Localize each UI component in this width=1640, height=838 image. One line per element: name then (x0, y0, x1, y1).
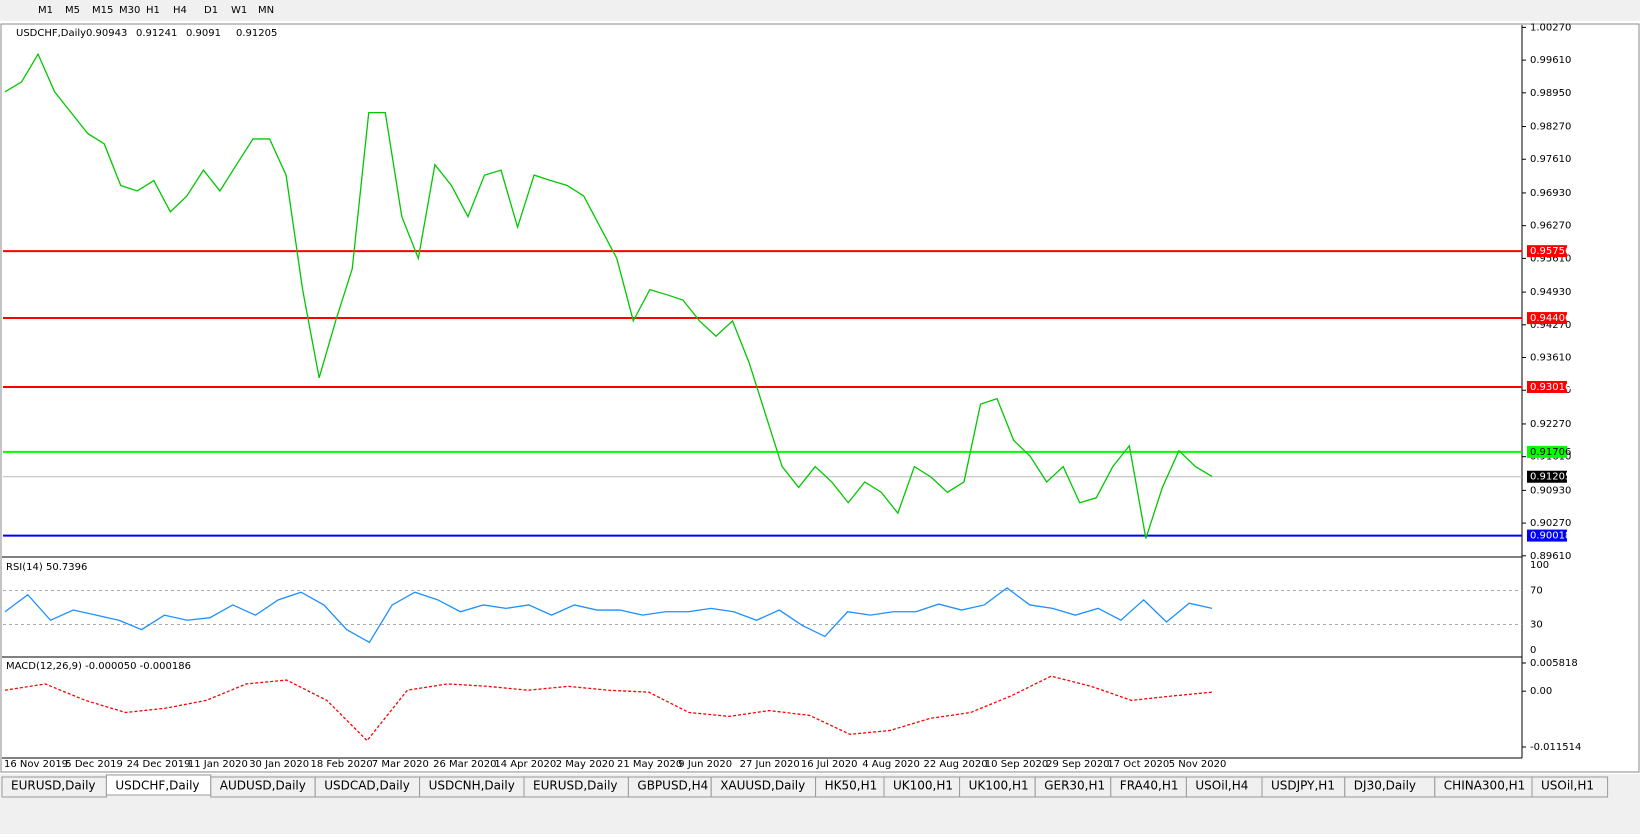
date-label: 29 Sep 2020 (1046, 759, 1109, 770)
level-label: 0.90018 (1530, 531, 1571, 542)
level-label: 0.91706 (1530, 447, 1571, 458)
price-tick-label: 0.93610 (1530, 353, 1571, 364)
tab-label[interactable]: DJ30,Daily (1354, 779, 1416, 793)
date-label: 26 Mar 2020 (433, 759, 496, 770)
tab-label[interactable]: USOil,H4 (1195, 779, 1248, 793)
timeframe-button[interactable]: H1 (146, 5, 160, 16)
price-tick-label: 0.96930 (1530, 188, 1571, 199)
timeframe-button[interactable]: M1 (38, 5, 53, 16)
date-label: 18 Feb 2020 (311, 759, 373, 770)
level-label-bg (1527, 529, 1567, 542)
date-label: 7 Mar 2020 (372, 759, 429, 770)
date-label: 17 Oct 2020 (1107, 759, 1169, 770)
date-label: 14 Apr 2020 (494, 759, 556, 770)
date-label: 10 Sep 2020 (985, 759, 1048, 770)
rsi-tick-label: 0 (1530, 645, 1536, 656)
date-label: 22 Aug 2020 (924, 759, 988, 770)
rsi-tick-label: 70 (1530, 586, 1543, 597)
tab-label[interactable]: UK100,H1 (893, 779, 953, 793)
date-label: 27 Jun 2020 (740, 759, 800, 770)
macd-tick-label: 0.005818 (1530, 658, 1578, 669)
tab-label[interactable]: USOil,H1 (1541, 779, 1594, 793)
rsi-tick-label: 100 (1530, 560, 1549, 571)
price-tick-label: 0.94270 (1530, 320, 1571, 331)
price-tick-label: 0.97610 (1530, 154, 1571, 165)
tab-label[interactable]: USDCNH,Daily (429, 779, 515, 793)
chart-title: USDCHF,Daily (16, 28, 86, 39)
level-label-bg (1527, 380, 1567, 393)
date-label: 21 May 2020 (617, 759, 682, 770)
timeframe-button[interactable]: W1 (231, 5, 247, 16)
timeframe-button[interactable]: H4 (173, 5, 187, 16)
macd-signal-line (4, 675, 1213, 742)
tab-label[interactable]: USDCAD,Daily (324, 779, 410, 793)
level-label: 0.93016 (1530, 382, 1571, 393)
rsi-tick-label: 30 (1530, 620, 1543, 631)
price-line (4, 52, 1213, 539)
price-tick-label: 1.00270 (1530, 22, 1571, 33)
tab-label[interactable]: GBPUSD,H4 (637, 779, 708, 793)
rsi-line (4, 587, 1213, 644)
timeframe-button[interactable]: M15 (92, 5, 113, 16)
tab-label[interactable]: USDJPY,H1 (1271, 779, 1335, 793)
price-tick-label: 0.96270 (1530, 221, 1571, 232)
date-label: 9 Jun 2020 (678, 759, 732, 770)
level-label-bg (1527, 312, 1567, 325)
tab-label[interactable]: XAUUSD,Daily (720, 779, 805, 793)
date-label: 24 Dec 2019 (127, 759, 191, 770)
level-label-bg (1527, 445, 1567, 458)
ohlc-value: 0.9091 (186, 28, 221, 39)
date-label: 11 Jan 2020 (188, 759, 248, 770)
tab-label[interactable]: FRA40,H1 (1120, 779, 1179, 793)
date-label: 30 Jan 2020 (249, 759, 309, 770)
timeframe-button[interactable]: M5 (65, 5, 80, 16)
macd-tick-label: -0.011514 (1530, 742, 1581, 753)
price-tick-label: 0.90270 (1530, 518, 1571, 529)
tab-label[interactable]: AUDUSD,Daily (220, 779, 306, 793)
rsi-value: 50.7396 (46, 562, 87, 573)
level-label: 0.95756 (1530, 246, 1571, 257)
price-tick-label: 0.90930 (1530, 485, 1571, 496)
date-label: 5 Nov 2020 (1169, 759, 1227, 770)
timeframe-button[interactable]: MN (258, 5, 274, 16)
tab[interactable] (1531, 776, 1609, 798)
price-tick-label: 0.95610 (1530, 253, 1571, 264)
level-label-bg (1527, 245, 1567, 258)
level-label: 0.94406 (1530, 313, 1571, 324)
date-label: 16 Nov 2019 (4, 759, 68, 770)
date-label: 4 Aug 2020 (862, 759, 920, 770)
ohlc-value: 0.91241 (136, 28, 177, 39)
tab-label[interactable]: GER30,H1 (1044, 779, 1105, 793)
date-label: 5 Dec 2019 (65, 759, 123, 770)
timeframe-button[interactable]: D1 (204, 5, 218, 16)
tab-label[interactable]: HK50,H1 (825, 779, 878, 793)
price-tick-label: 0.99610 (1530, 55, 1571, 66)
macd-title: MACD(12,26,9) -0.000050 -0.000186 (6, 661, 191, 672)
tab-label[interactable]: UK100,H1 (969, 779, 1029, 793)
tab-label[interactable]: USDCHF,Daily (115, 779, 199, 793)
tab-label[interactable]: EURUSD,Daily (11, 779, 96, 793)
rsi-title: RSI(14) (6, 562, 43, 573)
date-label: 2 May 2020 (556, 759, 615, 770)
tab-label[interactable]: CHINA300,H1 (1444, 779, 1526, 793)
current-price-bg (1527, 470, 1567, 483)
price-tick-label: 0.98270 (1530, 122, 1571, 133)
tab-label[interactable]: EURUSD,Daily (533, 779, 618, 793)
toolbar (0, 0, 1640, 21)
ohlc-value: 0.91205 (236, 28, 277, 39)
date-label: 16 Jul 2020 (801, 759, 858, 770)
ohlc-value: 0.90943 (86, 28, 127, 39)
price-tick-label: 0.89610 (1530, 551, 1571, 562)
current-price-label: 0.91205 (1530, 472, 1571, 483)
price-tick-label: 0.94930 (1530, 287, 1571, 298)
chart-window (0, 23, 1640, 773)
price-tick-label: 0.98950 (1530, 88, 1571, 99)
timeframe-button[interactable]: M30 (119, 5, 140, 16)
macd-tick-label: 0.00 (1530, 686, 1552, 697)
price-tick-label: 0.92270 (1530, 419, 1571, 430)
